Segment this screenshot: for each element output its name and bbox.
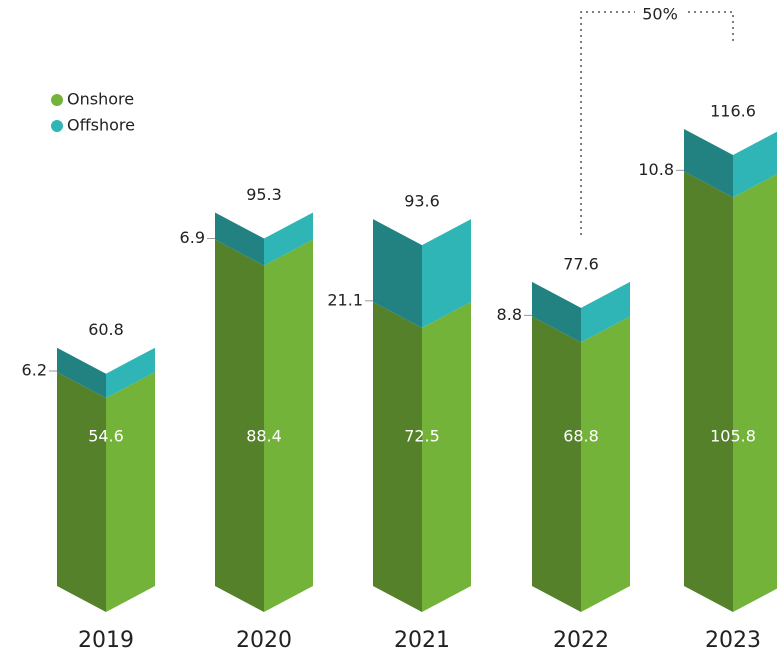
- bar-face: [733, 173, 777, 612]
- bar-face: [422, 301, 471, 612]
- bar-face: [581, 281, 630, 343]
- bar-face: [57, 347, 106, 399]
- legend-label: Offshore: [67, 116, 135, 135]
- bar-face: [733, 131, 777, 198]
- bar-face: [532, 281, 581, 343]
- total-label: 93.6: [404, 192, 440, 211]
- growth-bracket: [580, 11, 734, 235]
- bar-face: [215, 212, 264, 266]
- bar-face: [106, 347, 155, 399]
- offshore-label: 6.2: [22, 361, 47, 380]
- onshore-label: 88.4: [246, 427, 282, 446]
- total-label: 77.6: [563, 254, 599, 273]
- bar-face: [581, 316, 630, 612]
- bar-face: [684, 171, 733, 612]
- offshore-label: 8.8: [497, 305, 522, 324]
- bar-face: [264, 239, 313, 612]
- annotation: 50%: [642, 5, 678, 24]
- bar-face: [684, 129, 733, 198]
- legend-swatch: [51, 94, 63, 106]
- annotation-bg: [635, 2, 685, 26]
- legend-swatch: [51, 120, 63, 132]
- offshore-label: 10.8: [638, 160, 674, 179]
- onshore-label: 105.8: [710, 427, 756, 446]
- bar-face: [373, 219, 422, 328]
- x-tick-label: 2021: [394, 628, 450, 653]
- bar-face: [532, 316, 581, 612]
- bar-face: [264, 212, 313, 266]
- bar-face: [57, 372, 106, 612]
- total-label: 60.8: [88, 320, 124, 339]
- legend-label: Onshore: [67, 90, 134, 109]
- onshore-label: 72.5: [404, 427, 440, 446]
- bar-face: [215, 239, 264, 612]
- offshore-label: 6.9: [180, 228, 205, 247]
- onshore-label: 54.6: [88, 427, 124, 446]
- offshore-label: 21.1: [327, 290, 363, 309]
- onshore-label: 68.8: [563, 427, 599, 446]
- total-label: 95.3: [246, 185, 282, 204]
- x-tick-label: 2019: [78, 628, 134, 653]
- x-tick-label: 2020: [236, 628, 292, 653]
- bar-face: [373, 301, 422, 612]
- x-tick-label: 2022: [553, 628, 609, 653]
- bar-face: [422, 219, 471, 328]
- bar-face: [106, 372, 155, 612]
- total-label: 116.6: [710, 102, 756, 121]
- x-tick-label: 2023: [705, 628, 761, 653]
